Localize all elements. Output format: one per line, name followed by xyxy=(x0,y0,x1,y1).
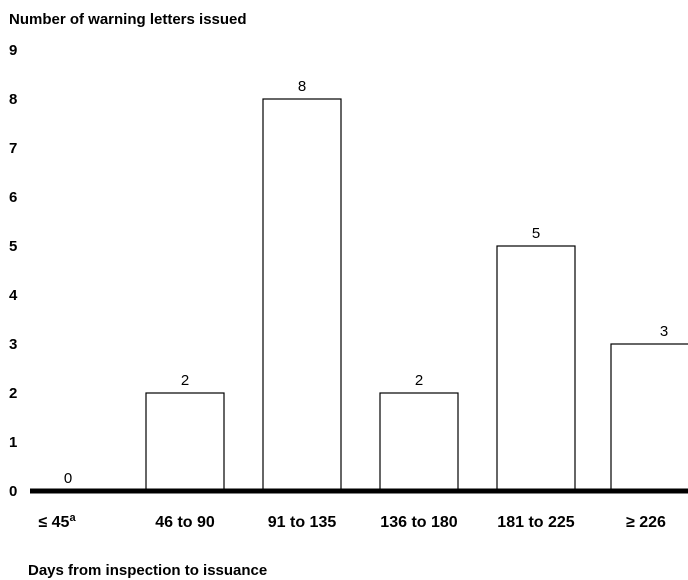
bar xyxy=(496,245,576,492)
x-axis-title: Days from inspection to issuance xyxy=(28,562,267,579)
bar-data-label: 8 xyxy=(298,78,306,95)
x-tick-label: 91 to 135 xyxy=(268,514,337,531)
bar xyxy=(145,392,225,492)
x-tick-label: ≥ 226 xyxy=(626,514,666,531)
bar-data-label: 3 xyxy=(660,323,668,340)
y-axis-ticks: 0 1 2 3 4 5 6 7 8 9 xyxy=(9,42,18,500)
y-tick-label: 3 xyxy=(9,336,17,353)
y-tick-label: 2 xyxy=(9,385,17,402)
bar-data-label: 2 xyxy=(181,372,189,389)
y-tick-label: 6 xyxy=(9,189,17,206)
x-tick-label: 136 to 180 xyxy=(380,514,457,531)
bars-group xyxy=(145,98,688,492)
bar xyxy=(379,392,459,492)
bar-data-label: 2 xyxy=(415,372,423,389)
y-tick-label: 4 xyxy=(9,287,18,304)
y-tick-label: 9 xyxy=(9,42,17,59)
y-tick-label: 1 xyxy=(9,434,17,451)
x-tick-label: ≤ 45a xyxy=(38,512,76,531)
y-tick-label: 0 xyxy=(9,483,17,500)
y-tick-label: 5 xyxy=(9,238,17,255)
bar xyxy=(262,98,342,492)
data-labels-group: 0 2 8 2 5 3 xyxy=(64,78,668,487)
bar-data-label: 5 xyxy=(532,225,540,242)
x-tick-label: 181 to 225 xyxy=(497,514,574,531)
x-tick-label: 46 to 90 xyxy=(155,514,215,531)
y-tick-label: 7 xyxy=(9,140,17,157)
x-axis-ticks: ≤ 45a 46 to 90 91 to 135 136 to 180 181 to 2… xyxy=(38,512,666,531)
bar xyxy=(610,343,688,492)
y-axis-title: Number of warning letters issued xyxy=(9,11,247,28)
y-tick-label: 8 xyxy=(9,91,17,108)
bar-data-label: 0 xyxy=(64,470,72,487)
